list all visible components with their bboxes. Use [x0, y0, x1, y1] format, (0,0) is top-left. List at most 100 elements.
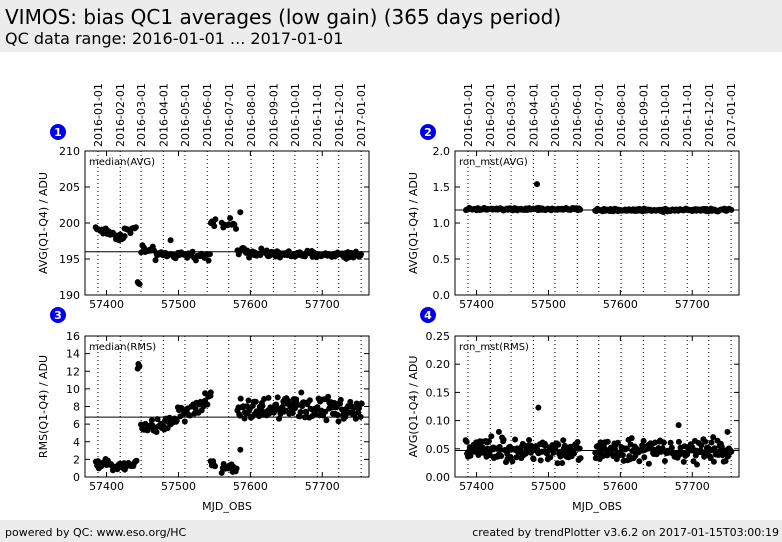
data-point [352, 415, 359, 422]
data-point [298, 389, 305, 396]
panel-number-badge [50, 307, 66, 323]
y-tick-label: 6 [73, 418, 80, 431]
data-point [136, 281, 143, 288]
y-tick-label: 8 [73, 401, 80, 414]
data-point [577, 206, 584, 213]
plot-frame [84, 335, 370, 478]
data-point [554, 460, 561, 467]
data-point [173, 417, 180, 424]
data-point [488, 433, 495, 440]
data-point [684, 451, 691, 458]
data-point [623, 445, 630, 452]
y-tick-label: 4 [73, 436, 80, 449]
data-point [152, 257, 159, 264]
data-point [535, 404, 542, 411]
data-point [205, 257, 212, 264]
data-point [265, 394, 272, 401]
plot-frame [454, 150, 740, 296]
x-tick-label: 57600 [233, 480, 268, 493]
data-point [204, 401, 211, 408]
panel-number-badge [50, 124, 66, 140]
x-tick-label: 57400 [459, 298, 494, 311]
y-tick-label: 0.20 [426, 358, 451, 371]
data-point [167, 237, 174, 244]
data-point [237, 395, 244, 402]
x-tick-label: 57400 [459, 480, 494, 493]
data-point [154, 416, 161, 423]
y-tick-label: 0 [73, 471, 80, 484]
date-tick-label: 2017-01-01 [725, 83, 738, 147]
data-point [233, 465, 240, 472]
data-point [289, 410, 296, 416]
data-point [724, 428, 731, 435]
x-tick-label: 57500 [161, 480, 196, 493]
data-point [577, 455, 584, 462]
data-point [218, 469, 225, 476]
data-point [189, 248, 196, 255]
data-point [728, 448, 735, 455]
data-point [555, 441, 562, 448]
data-point [136, 363, 143, 370]
date-tick-label: 2016-07-01 [223, 83, 236, 147]
data-point [668, 444, 675, 451]
x-tick-label: 57700 [675, 480, 710, 493]
data-point [121, 233, 128, 240]
data-point [212, 463, 218, 470]
y-tick-label: 16 [66, 330, 80, 343]
data-point [342, 413, 349, 420]
data-point [559, 460, 566, 466]
data-point [547, 454, 554, 461]
data-point [513, 454, 520, 461]
date-tick-label: 2016-06-01 [571, 83, 584, 147]
page-title: VIMOS: bias QC1 averages (low gain) (365… [5, 5, 562, 29]
y-tick-label: 0.0 [433, 289, 451, 302]
data-point [314, 404, 321, 411]
y-axis-label: RMS(Q1-Q4) / ADU [37, 355, 50, 458]
y-axis-label: AVG(Q1-Q4) / ADU [407, 356, 420, 458]
y-tick-label: 195 [59, 253, 80, 266]
data-point [273, 401, 280, 408]
x-tick-label: 57600 [603, 480, 638, 493]
data-point [667, 439, 674, 446]
x-tick-label: 57400 [89, 480, 124, 493]
data-point [527, 449, 534, 456]
data-point [718, 443, 725, 450]
data-point [148, 417, 155, 424]
y-tick-label: 210 [59, 145, 80, 158]
data-point [702, 438, 709, 445]
data-point [206, 251, 213, 258]
plot-frame [454, 335, 740, 478]
x-axis-label: MJD_OBS [572, 500, 622, 513]
data-point [710, 458, 717, 465]
data-point [640, 437, 647, 444]
date-tick-label: 2016-05-01 [549, 83, 562, 147]
data-point [95, 458, 101, 465]
x-tick-label: 57700 [305, 480, 340, 493]
data-point [237, 209, 244, 216]
data-point [604, 438, 611, 445]
data-point [574, 439, 581, 445]
date-tick-label: 2016-08-01 [245, 83, 258, 147]
data-point [237, 446, 244, 453]
data-point [241, 415, 248, 422]
footer-created-by: created by trendPlotter v3.6.2 on 2017-0… [472, 526, 779, 539]
data-point [181, 418, 188, 425]
y-tick-label: 205 [59, 181, 80, 194]
data-point [675, 422, 682, 429]
data-point [485, 438, 492, 445]
chart-panel-3 [50, 307, 370, 478]
panel-number: 2 [424, 126, 432, 139]
panel-number-badge [420, 124, 436, 140]
y-axis-label: AVG(Q1-Q4) / ADU [37, 172, 50, 274]
data-point [500, 436, 507, 443]
data-point [202, 390, 209, 397]
data-point [636, 458, 643, 465]
y-tick-label: 0.25 [426, 330, 451, 343]
date-tick-label: 2016-07-01 [593, 83, 606, 147]
data-point [698, 442, 705, 449]
date-tick-label: 2016-04-01 [157, 83, 170, 147]
data-point [303, 409, 310, 416]
data-point [512, 436, 519, 443]
x-tick-label: 57500 [531, 298, 566, 311]
data-point [285, 397, 292, 404]
